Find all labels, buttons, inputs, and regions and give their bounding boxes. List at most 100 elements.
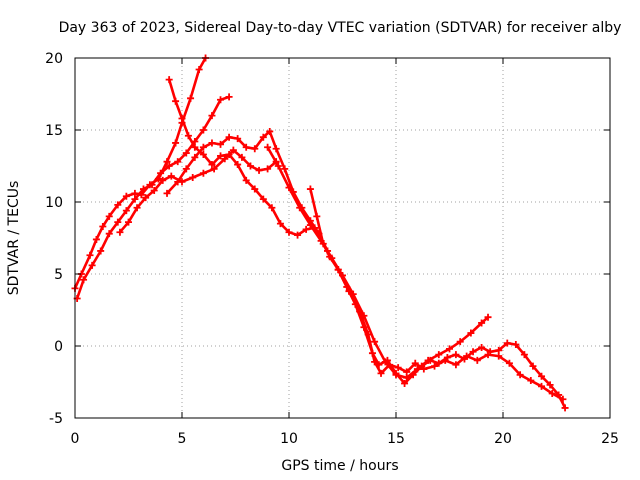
- data-point: [446, 345, 453, 353]
- data-point: [80, 276, 88, 284]
- data-point: [561, 404, 569, 412]
- data-point: [296, 204, 304, 212]
- data-point: [139, 185, 147, 193]
- data-point: [217, 96, 225, 104]
- data-point: [221, 155, 229, 163]
- data-point: [285, 184, 293, 192]
- data-point: [178, 114, 186, 122]
- data-point: [174, 178, 182, 186]
- y-tick-label: 15: [45, 123, 63, 139]
- satellite-track-5: [163, 127, 567, 403]
- data-point: [259, 195, 267, 203]
- data-point: [377, 369, 385, 377]
- data-point: [105, 212, 113, 220]
- data-point: [272, 145, 280, 153]
- tick-group: [74, 57, 611, 419]
- data-point: [148, 181, 156, 189]
- series-line: [73, 56, 207, 290]
- data-point: [217, 152, 225, 160]
- chart-title: Day 363 of 2023, Sidereal Day-to-day VTE…: [59, 20, 622, 36]
- data-point: [360, 323, 368, 331]
- data-point: [131, 195, 139, 203]
- data-point: [229, 146, 237, 154]
- data-point: [264, 143, 272, 151]
- data-point: [302, 225, 310, 233]
- data-point: [368, 349, 376, 357]
- data-point: [246, 162, 254, 170]
- data-point: [467, 329, 475, 337]
- data-point: [375, 361, 383, 369]
- data-point: [516, 371, 524, 379]
- data-point: [343, 283, 351, 291]
- data-point: [251, 145, 259, 153]
- data-point: [225, 93, 233, 101]
- data-point: [360, 312, 368, 320]
- data-point: [238, 153, 246, 161]
- y-tick-label: -5: [49, 411, 63, 427]
- data-point: [452, 361, 460, 369]
- data-point: [546, 381, 554, 389]
- data-point: [157, 169, 165, 177]
- data-point: [259, 133, 267, 141]
- data-point: [266, 127, 274, 135]
- data-point: [529, 362, 537, 370]
- data-point: [548, 390, 556, 398]
- data-point: [512, 341, 520, 349]
- data-point: [401, 379, 409, 387]
- data-point: [431, 362, 439, 370]
- data-point: [478, 343, 486, 351]
- data-point: [242, 176, 250, 184]
- satellite-track-2: [73, 93, 233, 302]
- data-point: [208, 112, 216, 120]
- data-point: [274, 162, 282, 170]
- data-point: [97, 247, 105, 255]
- data-point: [503, 339, 511, 347]
- data-point: [116, 228, 124, 236]
- data-point: [411, 359, 419, 367]
- series-line: [309, 187, 567, 410]
- data-point: [251, 185, 259, 193]
- data-point: [210, 165, 218, 173]
- data-point: [159, 176, 167, 184]
- satellite-track-7: [306, 185, 569, 412]
- data-point: [520, 351, 528, 359]
- data-point: [191, 153, 199, 161]
- data-point: [195, 66, 203, 74]
- data-point: [88, 261, 96, 269]
- data-point: [443, 354, 451, 362]
- data-point: [122, 192, 130, 200]
- series-line: [266, 146, 490, 380]
- data-point: [264, 165, 272, 173]
- data-point: [255, 166, 263, 174]
- data-point: [326, 253, 334, 261]
- data-point: [114, 218, 122, 226]
- y-tick-label: 0: [54, 339, 63, 355]
- data-point: [435, 351, 443, 359]
- data-point: [189, 174, 197, 182]
- data-point: [125, 218, 132, 226]
- x-axis-label: GPS time / hours: [281, 458, 398, 474]
- data-point: [234, 161, 242, 169]
- data-point: [383, 356, 391, 364]
- data-point: [208, 161, 216, 169]
- x-tick-label: 10: [280, 431, 298, 447]
- data-point: [184, 132, 192, 140]
- x-tick-label: 20: [494, 431, 512, 447]
- data-point: [306, 185, 314, 193]
- data-point: [452, 351, 460, 359]
- x-tick-label: 15: [387, 431, 405, 447]
- data-point: [182, 165, 190, 173]
- y-tick-label: 10: [45, 195, 63, 211]
- data-point: [313, 212, 321, 220]
- data-point: [172, 97, 180, 105]
- data-point: [486, 348, 494, 356]
- x-tick-label: 0: [71, 431, 80, 447]
- data-point: [133, 204, 141, 212]
- data-point: [234, 135, 242, 143]
- data-point: [225, 133, 233, 141]
- data-point: [163, 189, 171, 197]
- data-point: [242, 143, 250, 151]
- data-point: [208, 139, 216, 147]
- data-point: [122, 207, 130, 215]
- data-point: [285, 228, 293, 236]
